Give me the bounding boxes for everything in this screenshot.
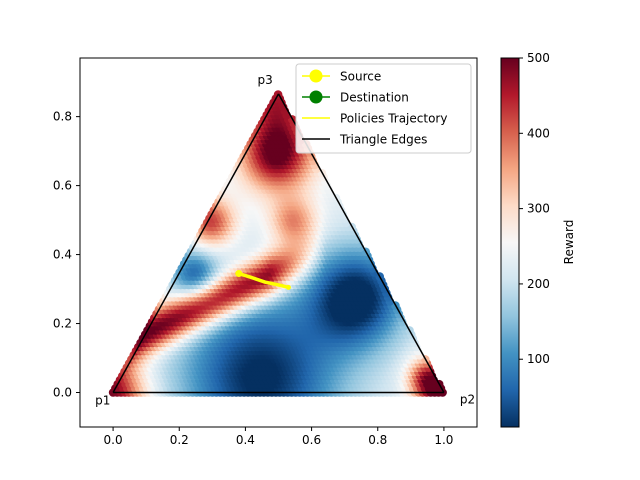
colorbar: 100 200 300 400 500 Reward — [500, 51, 576, 428]
y-tick-label: 0.4 — [53, 248, 72, 262]
y-tick-label: 0.8 — [53, 110, 72, 124]
x-tick-label: 0.8 — [368, 433, 387, 447]
x-tick-label: 0.6 — [302, 433, 321, 447]
colorbar-tick-label: 300 — [527, 202, 550, 216]
trajectory-layer — [235, 270, 291, 290]
vertex-label-p2: p2 — [460, 393, 475, 407]
colorbar-gradient — [501, 58, 519, 427]
vertex-label-p3: p3 — [258, 73, 273, 87]
legend: Source Destination Policies Trajectory Tria… — [295, 63, 472, 154]
triangle-edge — [112, 93, 280, 393]
plot-frame — [79, 57, 478, 428]
legend-label: Source — [340, 70, 381, 84]
y-axis: 0.0 0.2 0.4 0.6 0.8 — [53, 110, 80, 400]
destination-marker — [285, 284, 291, 290]
colorbar-tick-label: 500 — [527, 51, 550, 65]
colorbar-frame — [500, 57, 520, 428]
vertex-labels: p1 p2 p3 — [95, 73, 475, 408]
legend-marker — [309, 69, 323, 83]
legend-label: Destination — [340, 91, 409, 105]
legend-label: Policies Trajectory — [340, 112, 447, 126]
colorbar-tick-label: 400 — [527, 126, 550, 140]
policies-trajectory — [237, 271, 291, 290]
vertex-label-p1: p1 — [95, 394, 110, 408]
legend-box — [295, 63, 472, 154]
x-axis: 0.0 0.2 0.4 0.6 0.8 1.0 — [104, 427, 453, 447]
y-tick-label: 0.0 — [53, 386, 72, 400]
source-marker — [235, 270, 243, 278]
x-tick-label: 0.4 — [236, 433, 255, 447]
x-tick-label: 0.0 — [104, 433, 123, 447]
y-tick-label: 0.6 — [53, 179, 72, 193]
x-tick-label: 0.2 — [170, 433, 189, 447]
colorbar-label: Reward — [562, 220, 576, 265]
colorbar-tick-label: 200 — [527, 277, 550, 291]
reward-heatmap — [108, 90, 447, 397]
y-tick-label: 0.2 — [53, 317, 72, 331]
legend-label: Triangle Edges — [339, 133, 427, 147]
colorbar-tick-label: 100 — [527, 352, 550, 366]
plot-area — [79, 57, 478, 428]
legend-marker — [309, 90, 323, 104]
x-tick-label: 1.0 — [434, 433, 453, 447]
